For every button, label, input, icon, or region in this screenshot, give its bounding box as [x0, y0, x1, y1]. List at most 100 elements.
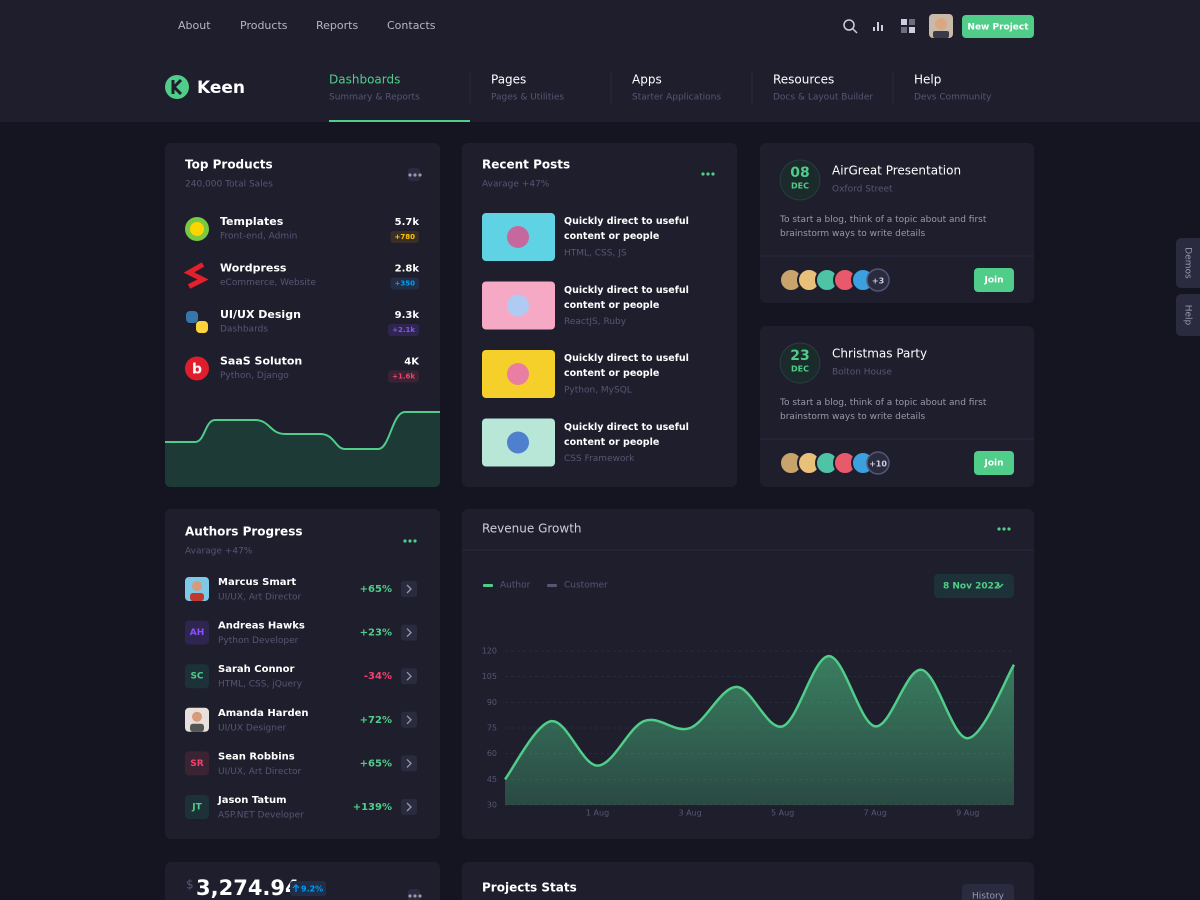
menu-dot	[413, 173, 417, 177]
author-arrow-button[interactable]	[401, 581, 417, 597]
menu-dot	[418, 173, 422, 177]
author-initials: SR	[190, 759, 203, 769]
event-title: Christmas Party	[832, 347, 927, 361]
card	[760, 326, 1034, 487]
post-thumbnail-art	[507, 431, 529, 454]
card	[165, 143, 440, 487]
badge-bg	[390, 231, 419, 243]
product-value: 2.8k	[395, 264, 420, 275]
user-body	[933, 31, 949, 38]
nav-link[interactable]: Reports	[316, 19, 358, 32]
user-face	[935, 18, 947, 30]
author-arrow-button[interactable]	[401, 711, 417, 728]
join-button[interactable]	[974, 451, 1014, 475]
product-name: Wordpress	[220, 262, 287, 275]
product-icon	[183, 262, 209, 289]
side-tab[interactable]	[1176, 238, 1200, 288]
menu-dot	[706, 172, 710, 176]
join-label[interactable]: Join	[983, 276, 1003, 286]
author-change: +139%	[353, 802, 392, 813]
card-title: Revenue Growth	[482, 522, 582, 536]
author-initials-bg	[185, 664, 209, 689]
menu-subtitle: Summary & Reports	[329, 93, 420, 103]
author-arrow-button[interactable]	[401, 668, 417, 685]
event-text: To start a blog, think of a topic about …	[780, 215, 987, 239]
x-tick-label: 1 Aug	[586, 809, 609, 818]
menu-title[interactable]: Dashboards	[329, 73, 400, 87]
product-value: 4K	[404, 357, 420, 368]
history-button[interactable]	[962, 884, 1014, 900]
history-label[interactable]: History	[972, 892, 1005, 900]
menu-title[interactable]: Resources	[773, 73, 834, 87]
author-name: Sarah Connor	[218, 664, 295, 675]
menu-title[interactable]: Pages	[491, 73, 526, 87]
y-tick-label: 45	[487, 775, 497, 784]
attendee-more	[866, 451, 890, 475]
author-initials: JT	[191, 803, 202, 813]
card	[165, 509, 440, 839]
menu-dot	[997, 527, 1001, 531]
author-role: UI/UX Designer	[218, 723, 286, 733]
date-badge	[779, 159, 821, 201]
card	[462, 862, 1034, 900]
author-initials-bg	[185, 751, 209, 776]
new-project-button[interactable]	[962, 15, 1034, 38]
author-name: Sean Robbins	[218, 751, 295, 762]
join-button[interactable]	[974, 268, 1014, 292]
card	[760, 143, 1034, 303]
post-tags: Python, MySQL	[564, 386, 632, 396]
join-label[interactable]: Join	[983, 459, 1003, 469]
author-face	[192, 581, 202, 591]
product-name: UI/UX Design	[220, 308, 301, 321]
chart-icon	[877, 22, 879, 31]
product-icon-b: b	[192, 362, 202, 378]
change-badge	[290, 881, 326, 896]
post-tags: ReactJS, Ruby	[564, 317, 627, 327]
menu-dot	[1007, 527, 1011, 531]
card-title: Projects Stats	[482, 881, 577, 895]
product-name: Templates	[220, 215, 284, 228]
side-tab-label[interactable]: Help	[1183, 305, 1193, 326]
post-thumbnail-art	[507, 294, 529, 317]
author-arrow-button[interactable]	[401, 755, 417, 772]
side-tab[interactable]	[1176, 294, 1200, 336]
new-project-label[interactable]: New Project	[967, 23, 1029, 33]
menu-subtitle: Starter Applications	[632, 93, 721, 103]
active-underline	[329, 120, 470, 122]
product-icon	[196, 321, 208, 333]
card-menu[interactable]	[408, 889, 420, 900]
product-name: SaaS Soluton	[220, 355, 302, 368]
nav-link[interactable]: Products	[240, 19, 288, 32]
date-picker-label[interactable]: 8 Nov 2022	[943, 582, 1000, 592]
card-title: Top Products	[185, 158, 273, 172]
author-name: Amanda Harden	[218, 708, 309, 719]
product-desc: Python, Django	[220, 371, 289, 381]
menu-dot	[413, 539, 417, 543]
menu-title[interactable]: Help	[914, 73, 941, 87]
brand-name: Keen	[197, 78, 245, 98]
author-initials: AH	[190, 628, 205, 638]
nav-link[interactable]: Contacts	[387, 19, 436, 32]
author-arrow-button[interactable]	[401, 624, 417, 641]
menu-dot	[418, 894, 422, 898]
menu-dot	[403, 539, 407, 543]
y-tick-label: 75	[487, 724, 497, 733]
product-value: 5.7k	[395, 217, 420, 228]
author-face	[192, 711, 202, 722]
event-title: AirGreat Presentation	[832, 164, 961, 178]
badge-bg	[390, 277, 419, 290]
nav-link[interactable]: About	[178, 19, 211, 32]
post-thumbnail-art	[507, 226, 529, 248]
author-name: Andreas Hawks	[218, 621, 305, 632]
post-title: Quickly direct to useful content or peop…	[564, 353, 689, 379]
menu-title[interactable]: Apps	[632, 73, 662, 87]
x-tick-label: 5 Aug	[771, 809, 794, 818]
date-picker[interactable]	[934, 574, 1014, 598]
author-change: +65%	[360, 584, 392, 595]
author-body	[190, 723, 204, 732]
author-arrow-button[interactable]	[401, 799, 417, 815]
side-tab-label[interactable]: Demos	[1183, 247, 1193, 279]
post-title: Quickly direct to useful content or peop…	[564, 284, 689, 311]
attendee-more	[866, 268, 890, 292]
